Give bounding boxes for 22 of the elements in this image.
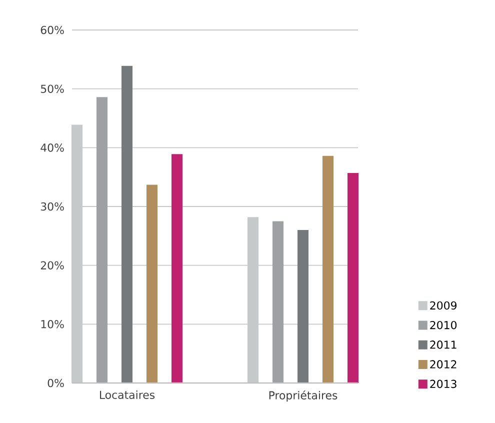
- bar: [272, 221, 284, 383]
- bar: [322, 156, 334, 383]
- bar: [172, 154, 182, 383]
- x-tick-label: Propriétaires: [269, 390, 338, 402]
- bar: [348, 172, 359, 383]
- y-tick-label: 40%: [40, 144, 64, 152]
- bar: [122, 66, 132, 383]
- legend-label: 2012: [430, 360, 456, 368]
- y-tick-label: 30%: [40, 202, 64, 211]
- y-tick-label: 20%: [40, 261, 64, 270]
- y-tick-label: 60%: [40, 26, 64, 34]
- y-tick-label: 0%: [48, 378, 64, 388]
- bar: [96, 97, 108, 383]
- y-tick-label: 10%: [41, 320, 64, 328]
- bar: [298, 230, 309, 383]
- bar: [146, 184, 158, 383]
- legend-label: 2010: [430, 320, 457, 330]
- y-tick-label: 50%: [40, 84, 64, 93]
- legend-label: 2011: [430, 340, 456, 349]
- x-tick-label: Locataires: [100, 390, 155, 399]
- legend-label: 2013: [430, 380, 456, 388]
- legend-label: 2009: [430, 301, 456, 310]
